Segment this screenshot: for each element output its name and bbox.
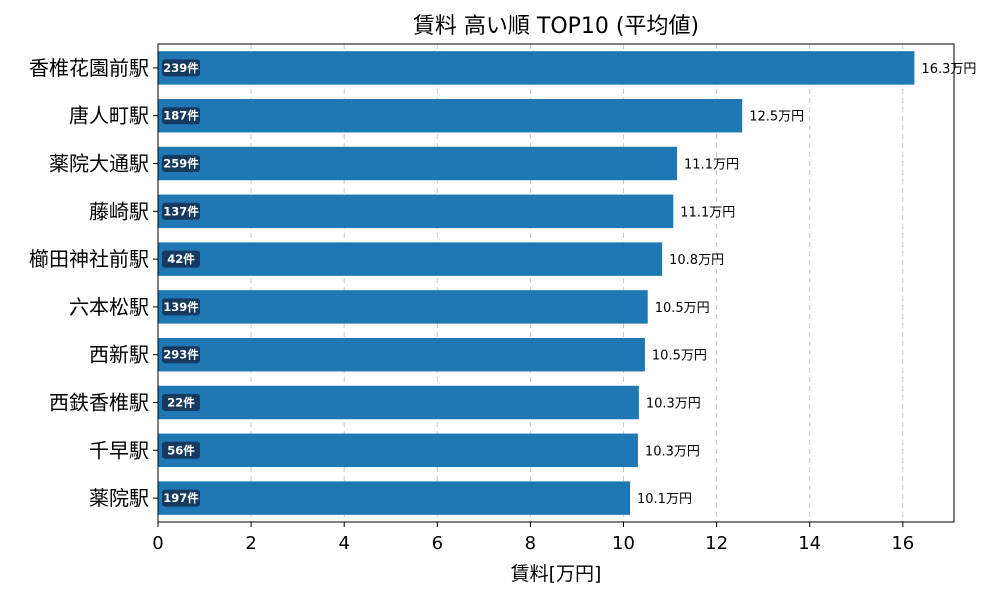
data-labels: 16.3万円 239件 12.5万円 187件 11.1万円 259件 11.1万円 137件… — [162, 59, 976, 507]
count-label: 22件 — [167, 396, 195, 410]
x-tick-label: 14 — [798, 533, 821, 554]
bar — [158, 51, 915, 85]
category-label: 唐人町駅 — [69, 104, 149, 128]
count-label: 42件 — [167, 252, 195, 266]
bar — [158, 194, 674, 229]
count-badge — [162, 298, 200, 316]
count-badge — [162, 202, 200, 220]
value-label: 10.8万円 — [669, 253, 724, 268]
bar — [158, 146, 678, 181]
category-label: 千早駅 — [89, 438, 149, 462]
count-badge — [162, 250, 200, 268]
bar — [158, 385, 639, 420]
category-label: 薬院大通駅 — [49, 152, 149, 176]
bar — [158, 242, 663, 276]
category-label: 藤崎駅 — [89, 199, 149, 223]
count-label: 293件 — [163, 348, 199, 362]
count-badge — [162, 155, 200, 172]
x-tick-label: 4 — [338, 533, 349, 554]
count-label: 139件 — [163, 300, 199, 314]
value-label: 11.1万円 — [684, 158, 739, 173]
category-label: 薬院駅 — [89, 486, 149, 510]
x-tick-label: 10 — [612, 533, 635, 554]
count-label: 137件 — [163, 204, 199, 218]
count-label: 56件 — [167, 443, 195, 457]
value-label: 12.5万円 — [749, 110, 804, 125]
count-label: 259件 — [163, 157, 199, 171]
value-label: 10.1万円 — [637, 492, 692, 507]
count-badge — [162, 107, 200, 125]
x-tick-label: 2 — [245, 533, 256, 554]
bars — [158, 51, 915, 515]
y-axis: 香椎花園前駅唐人町駅薬院大通駅藤崎駅櫛田神社前駅六本松駅西新駅西鉄香椎駅千早駅薬… — [29, 56, 158, 510]
category-label: 西新駅 — [89, 343, 149, 367]
chart-title: 賃料 高い順 TOP10 (平均値) — [413, 14, 699, 39]
bar — [158, 481, 631, 515]
count-badge — [162, 59, 200, 77]
value-label: 11.1万円 — [680, 205, 735, 220]
x-axis-label: 賃料[万円] — [511, 563, 602, 585]
count-badge — [162, 441, 200, 459]
plot-frame — [157, 43, 955, 523]
x-tick-label: 8 — [525, 533, 536, 554]
x-tick-label: 0 — [152, 533, 163, 554]
count-badge — [162, 489, 200, 507]
count-label: 187件 — [163, 109, 199, 123]
category-label: 六本松駅 — [69, 295, 149, 319]
value-label: 10.5万円 — [655, 301, 710, 316]
count-label: 239件 — [163, 61, 199, 75]
x-tick-label: 6 — [432, 533, 443, 554]
category-label: 櫛田神社前駅 — [29, 247, 149, 271]
bar — [158, 337, 645, 372]
x-tick-label: 16 — [891, 533, 914, 554]
x-tick-label: 12 — [705, 533, 728, 554]
bar — [158, 433, 638, 468]
value-label: 10.3万円 — [646, 397, 701, 412]
value-label: 10.5万円 — [652, 349, 707, 364]
bar — [158, 98, 743, 133]
x-axis: 0 2 4 6 8 10 12 14 16 — [152, 522, 914, 554]
bar — [158, 290, 648, 324]
category-label: 香椎花園前駅 — [29, 56, 149, 80]
category-label: 西鉄香椎駅 — [49, 391, 149, 415]
count-badge — [162, 346, 200, 364]
count-label: 197件 — [163, 491, 199, 505]
count-badge — [162, 394, 200, 411]
value-label: 10.3万円 — [645, 444, 700, 459]
value-label: 16.3万円 — [921, 62, 976, 77]
